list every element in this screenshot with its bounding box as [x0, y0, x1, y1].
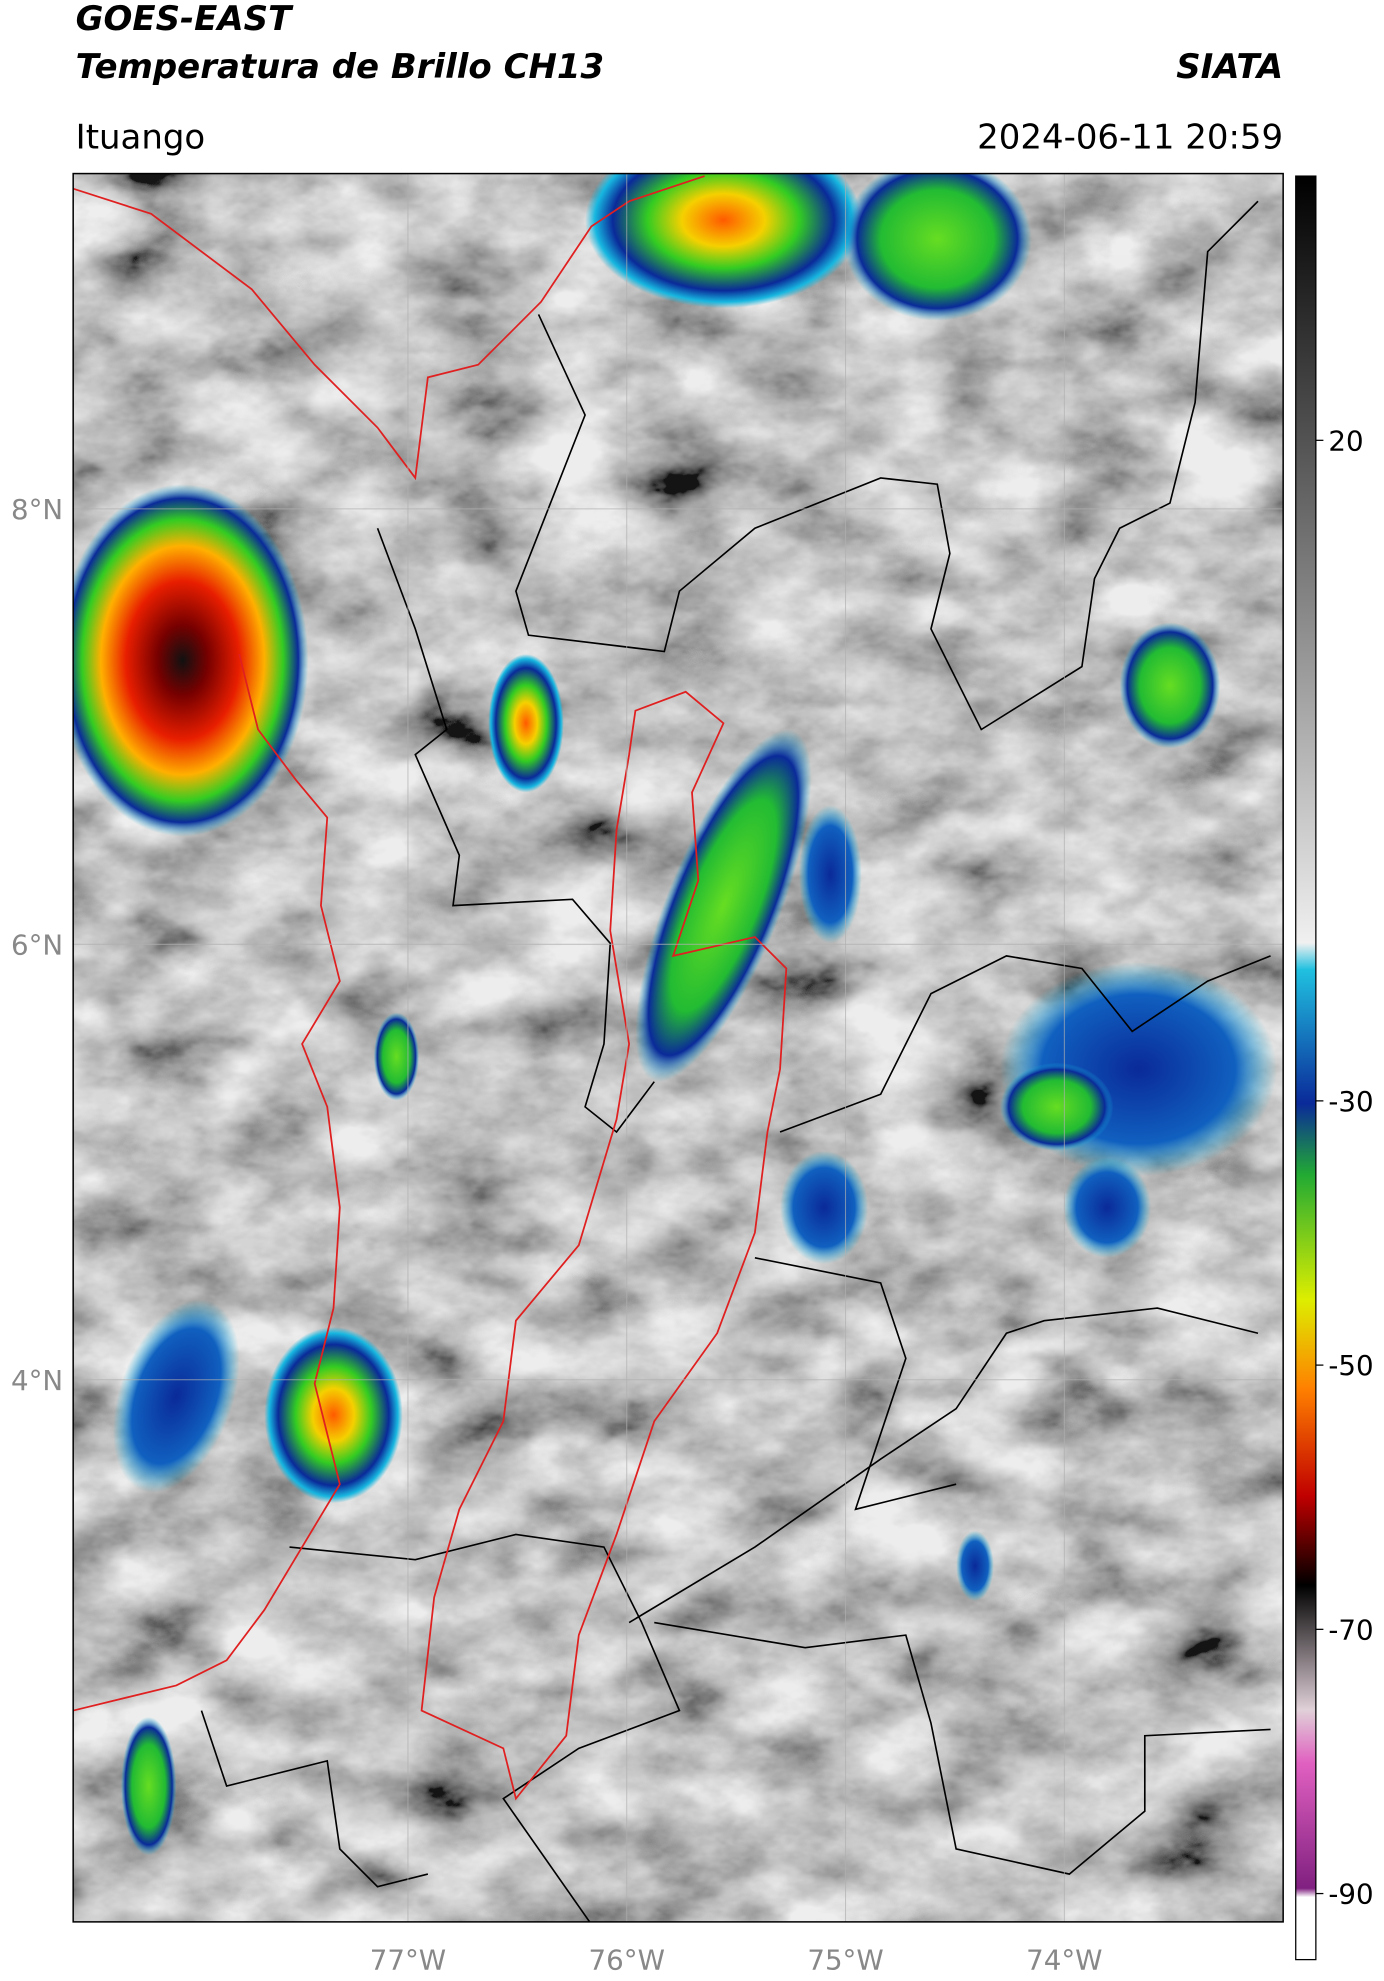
colorbar-tick-label: -70	[1328, 1613, 1373, 1646]
border	[376, 527, 655, 1134]
colorbar-tick-label: -30	[1328, 1085, 1373, 1118]
timestamp: 2024-06-11 20:59	[977, 117, 1283, 157]
borders	[200, 200, 1271, 1922]
colorbar-tick-label: -50	[1328, 1349, 1373, 1382]
cell	[780, 1150, 869, 1265]
basin-outline	[420, 690, 788, 1801]
x-tick-label: 77°W	[370, 1944, 446, 1977]
cell	[112, 1299, 240, 1493]
cell	[264, 1326, 403, 1504]
cell	[1063, 1157, 1152, 1258]
cell	[488, 654, 564, 793]
cell	[1000, 1062, 1114, 1151]
colorbar	[1295, 175, 1317, 1961]
x-tick-label: 75°W	[807, 1944, 883, 1977]
cell	[635, 729, 812, 1082]
border	[779, 955, 1271, 1133]
coastline	[73, 175, 705, 481]
y-tick-label: 8°N	[11, 493, 63, 526]
border	[200, 1710, 429, 1888]
cell	[842, 173, 1032, 321]
border	[654, 1621, 1271, 1875]
x-tick-label: 74°W	[1026, 1944, 1102, 1977]
subtitle: Temperatura de Brillo CH13	[76, 47, 604, 87]
border	[628, 1307, 1259, 1624]
outlines	[73, 175, 788, 1801]
cell	[373, 1012, 420, 1101]
title: GOES-EAST	[76, 0, 294, 39]
source: SIATA	[1176, 47, 1283, 87]
cell	[956, 1530, 994, 1602]
graticule	[73, 173, 1284, 1922]
y-tick-label: 6°N	[11, 928, 63, 961]
x-tick-label: 76°W	[589, 1944, 665, 1977]
map-image	[73, 173, 1284, 1922]
border	[515, 200, 1259, 731]
colorbar-tick-label: -90	[1328, 1878, 1373, 1911]
convective-cells	[73, 173, 1277, 1856]
border	[754, 1256, 957, 1511]
cell	[798, 804, 862, 944]
colorbar-tick-label: 20	[1328, 424, 1363, 457]
map-frame	[72, 172, 1284, 1923]
cell	[1119, 622, 1221, 749]
cell	[120, 1716, 177, 1856]
cell	[585, 173, 862, 309]
cell	[73, 484, 309, 837]
coastline	[73, 653, 341, 1712]
location: Ituango	[76, 117, 206, 157]
y-tick-label: 4°N	[11, 1364, 63, 1397]
